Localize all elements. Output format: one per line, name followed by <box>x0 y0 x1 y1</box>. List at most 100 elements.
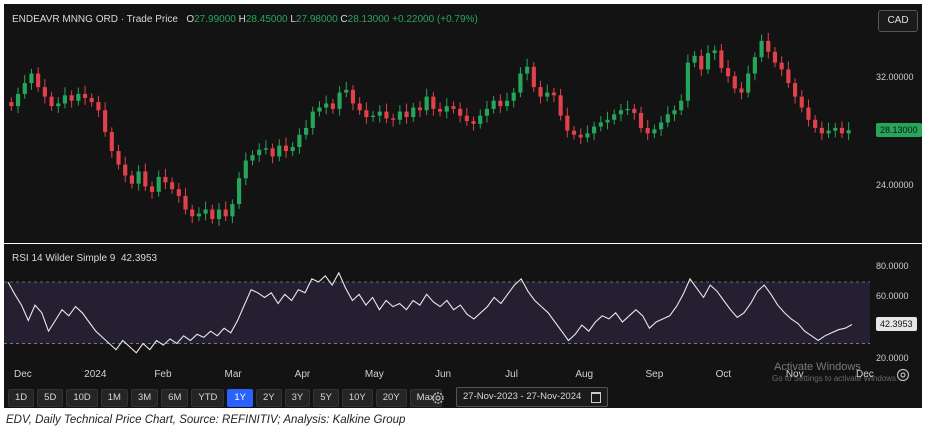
candle-body <box>478 115 483 124</box>
candle-body <box>813 119 818 128</box>
high-value: 28.45000 <box>245 14 288 25</box>
gear-icon[interactable] <box>431 391 445 405</box>
candle-body <box>672 110 677 115</box>
candle-body <box>317 107 322 112</box>
currency-selector[interactable]: CAD <box>878 10 918 32</box>
candle-body <box>766 40 771 52</box>
candle-body <box>36 73 41 88</box>
pane-divider[interactable] <box>4 243 922 244</box>
candle-body <box>498 100 503 107</box>
range-button-3m[interactable]: 3M <box>130 389 159 407</box>
candle-body <box>149 186 155 192</box>
candle-body <box>69 95 74 101</box>
candle-body <box>103 110 108 132</box>
candle-body <box>210 209 215 220</box>
last-price-badge: 28.13000 <box>876 123 922 138</box>
candle-body <box>129 175 134 184</box>
candle-body <box>170 182 175 190</box>
candle-body <box>330 103 335 109</box>
candle-body <box>437 108 443 112</box>
watermark-title: Activate Windows <box>774 361 861 373</box>
rsi-tick-label: 80.0000 <box>876 260 909 271</box>
low-value: 27.98000 <box>295 14 338 25</box>
candle-body <box>598 122 603 127</box>
candle-body <box>183 195 188 210</box>
candle-body <box>699 55 704 70</box>
date-range-field[interactable]: 27-Nov-2023 - 27-Nov-2024 <box>456 387 608 407</box>
candle-body <box>310 111 315 128</box>
price-tick-label: 24.00000 <box>876 180 914 191</box>
candle-body <box>538 87 543 97</box>
low-label: L <box>290 14 296 25</box>
candle-body <box>759 40 764 58</box>
candle-body <box>659 122 664 130</box>
candle-body <box>719 50 724 69</box>
settings-icon[interactable] <box>896 368 910 382</box>
candle-body <box>545 92 550 97</box>
range-button-5y[interactable]: 5Y <box>313 389 339 407</box>
range-button-10d[interactable]: 10D <box>66 389 98 407</box>
candle-body <box>156 176 161 192</box>
x-tick-label: May <box>364 369 384 380</box>
range-button-ytd[interactable]: YTD <box>191 389 225 407</box>
candle-body <box>726 68 731 77</box>
candle-body <box>799 96 804 108</box>
change-value: +0.22000 (+0.79%) <box>392 14 478 25</box>
candle-body <box>612 114 617 120</box>
date-range-text: 27-Nov-2023 - 27-Nov-2024 <box>463 391 582 402</box>
candle-body <box>518 73 523 93</box>
x-tick-label: Nov <box>785 369 804 380</box>
watermark-subtitle: Go to Settings to activate Windows. <box>772 374 899 383</box>
candle-body <box>471 121 476 124</box>
range-button-6m[interactable]: 6M <box>161 389 189 407</box>
candle-body <box>196 213 201 217</box>
range-button-max[interactable]: Max <box>409 389 442 407</box>
range-button-20y[interactable]: 20Y <box>375 389 407 407</box>
candle-body <box>123 164 128 176</box>
candle-body <box>15 93 21 107</box>
range-button-5d[interactable]: 5D <box>37 389 64 407</box>
candle-body <box>163 176 168 183</box>
candle-body <box>384 111 389 119</box>
legend-separator: · <box>120 14 125 25</box>
candle-body <box>551 92 556 96</box>
x-tick-label: Aug <box>575 369 594 380</box>
candle-body <box>364 110 369 118</box>
rsi-tick-label: 60.0000 <box>876 291 909 302</box>
chart-canvas[interactable] <box>4 4 922 408</box>
rsi-band <box>4 282 870 344</box>
candle-body <box>571 130 577 135</box>
candle-body <box>712 50 717 54</box>
candle-body <box>424 96 429 111</box>
rsi-name: RSI 14 Wilder Simple 9 <box>12 253 116 264</box>
candle-body <box>96 102 101 111</box>
candle-body <box>304 127 309 135</box>
range-button-1y[interactable]: 1Y <box>227 389 253 407</box>
candle-body <box>732 76 737 89</box>
range-button-1d[interactable]: 1D <box>8 389 35 407</box>
candle-body <box>444 106 449 112</box>
chart-frame: ENDEAVR MNNG ORD · Trade Price O27.99000… <box>4 4 922 408</box>
rsi-tick-label: 20.0000 <box>876 352 909 363</box>
symbol-name: ENDEAVR MNNG ORD <box>12 14 118 25</box>
range-button-10y[interactable]: 10Y <box>341 389 373 407</box>
range-button-2y[interactable]: 2Y <box>255 389 282 407</box>
candle-body <box>290 146 295 152</box>
range-button-3y[interactable]: 3Y <box>284 389 311 407</box>
candle-body <box>237 178 242 205</box>
figure-caption: EDV, Daily Technical Price Chart, Source… <box>6 414 406 426</box>
price-type: Trade Price <box>126 14 178 25</box>
range-button-1m[interactable]: 1M <box>100 389 128 407</box>
candle-body <box>62 95 68 104</box>
candle-body <box>89 98 94 103</box>
candle-body <box>277 145 282 157</box>
candle-body <box>592 126 597 134</box>
x-tick-label: Jun <box>435 369 452 380</box>
x-tick-label: 2024 <box>84 369 107 380</box>
candle-body <box>42 87 47 97</box>
x-tick-label: Oct <box>715 369 732 380</box>
candle-body <box>176 189 181 196</box>
candle-body <box>250 155 255 161</box>
calendar-icon[interactable] <box>591 392 601 403</box>
candle-body <box>344 89 349 93</box>
